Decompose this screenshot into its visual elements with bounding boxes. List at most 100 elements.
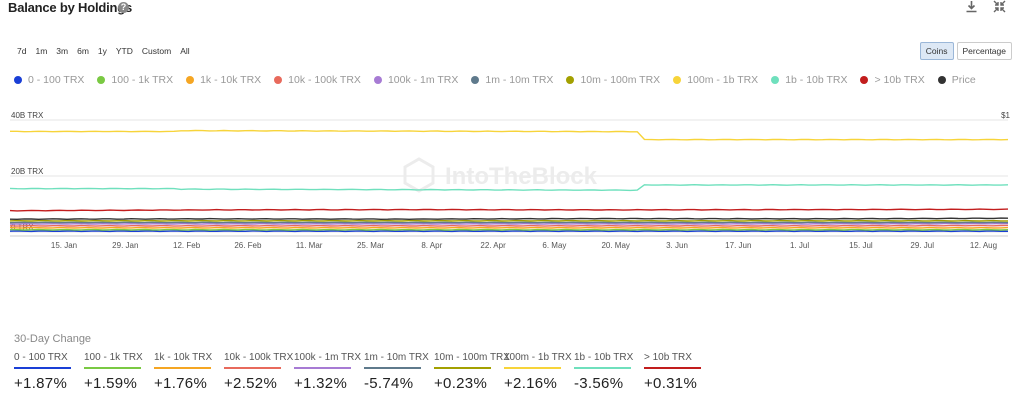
x-tick-label: 25. Mar	[357, 241, 384, 250]
legend-dot-icon	[566, 76, 575, 84]
change-color-bar	[14, 367, 71, 369]
legend-item[interactable]: 100 - 1k TRX	[97, 74, 173, 86]
change-label: 0 - 100 TRX	[14, 352, 68, 363]
series-line-3	[9, 224, 1009, 227]
legend: 0 - 100 TRX 100 - 1k TRX 1k - 10k TRX 10k -…	[14, 74, 989, 86]
watermark-logo-icon	[403, 157, 435, 193]
legend-item[interactable]: 1m - 10m TRX	[471, 74, 553, 86]
legend-item[interactable]: Price	[937, 74, 976, 86]
change-value: +0.23%	[434, 374, 488, 392]
change-item: 10k - 100k TRX +2.52%	[224, 352, 294, 392]
change-item: 1b - 10b TRX -3.56%	[574, 352, 634, 392]
change-item: 1m - 10m TRX -5.74%	[364, 352, 429, 392]
range-button-6m[interactable]: 6m	[74, 44, 92, 58]
change-label: 10m - 100m TRX	[434, 352, 510, 363]
change-label: 1m - 10m TRX	[364, 352, 429, 363]
change-color-bar	[434, 367, 491, 369]
change-value: +2.16%	[504, 374, 558, 392]
x-tick-label: 6. May	[542, 241, 566, 250]
legend-dot-icon	[97, 76, 106, 84]
watermark-text: IntoTheBlock	[445, 163, 598, 190]
legend-label: 0 - 100 TRX	[28, 74, 85, 86]
change-item: 0 - 100 TRX +1.87%	[14, 352, 71, 392]
range-button-1m[interactable]: 1m	[32, 44, 51, 58]
change-color-bar	[364, 367, 421, 369]
page-title: Balance by Holdings	[8, 0, 133, 15]
series-line-8	[9, 183, 1009, 192]
legend-item[interactable]: 0 - 100 TRX	[14, 74, 84, 86]
legend-dot-icon	[673, 76, 682, 84]
x-tick-label: 8. Apr	[421, 241, 442, 250]
series-line-10	[9, 217, 1009, 221]
series-line-4	[10, 222, 1009, 225]
mode-toggle: Coins Percentage	[919, 42, 1012, 60]
change-label: 1b - 10b TRX	[574, 352, 634, 363]
legend-dot-icon	[771, 76, 780, 84]
percentage-button[interactable]: Percentage	[956, 42, 1012, 60]
legend-item[interactable]: 1k - 10k TRX	[186, 74, 261, 86]
legend-dot-icon	[471, 76, 480, 84]
change-label: 100k - 1m TRX	[294, 352, 362, 363]
change-label: > 10b TRX	[644, 352, 692, 363]
x-tick-label: 3. Jun	[666, 241, 688, 250]
x-tick-label: 26. Feb	[234, 241, 262, 250]
legend-item[interactable]: 10k - 100k TRX	[274, 74, 361, 86]
change-color-bar	[224, 367, 281, 369]
change-item: > 10b TRX +0.31%	[644, 352, 701, 392]
range-button-1y[interactable]: 1y	[94, 44, 110, 58]
change-color-bar	[154, 367, 211, 369]
legend-item[interactable]: 10m - 100m TRX	[566, 74, 660, 86]
y-right-tick-label: $1	[1001, 111, 1010, 120]
change-item: 10m - 100m TRX +0.23%	[434, 352, 510, 392]
range-button-3m[interactable]: 3m	[53, 44, 72, 58]
legend-dot-icon	[860, 76, 869, 84]
legend-label: 1m - 10m TRX	[485, 74, 554, 86]
legend-item[interactable]: > 10b TRX	[860, 74, 925, 86]
range-button-all[interactable]: All	[177, 44, 193, 58]
range-button-ytd[interactable]: YTD	[112, 44, 136, 58]
series-line-7	[10, 129, 1009, 141]
fullscreen-icon[interactable]	[993, 0, 1006, 16]
x-tick-label: 29. Jul	[910, 241, 934, 250]
change-list: 0 - 100 TRX +1.87% 100 - 1k TRX +1.59% 1k - …	[14, 352, 701, 392]
change-label: 1k - 10k TRX	[154, 352, 213, 363]
change-label: 100 - 1k TRX	[84, 352, 143, 363]
legend-label: Price	[951, 74, 976, 86]
legend-item[interactable]: 100m - 1b TRX	[673, 74, 758, 86]
x-tick-label: 20. May	[601, 241, 629, 250]
legend-label: > 10b TRX	[874, 74, 925, 86]
legend-dot-icon	[186, 76, 195, 84]
legend-label: 1b - 10b TRX	[785, 74, 848, 86]
change-value: -5.74%	[364, 374, 414, 392]
x-tick-label: 11. Mar	[296, 241, 323, 250]
change-label: 100m - 1b TRX	[504, 352, 572, 363]
legend-dot-icon	[274, 76, 283, 84]
legend-item[interactable]: 1b - 10b TRX	[771, 74, 847, 86]
legend-label: 100k - 1m TRX	[387, 74, 459, 86]
legend-dot-icon	[937, 76, 946, 84]
change-item: 1k - 10k TRX +1.76%	[154, 352, 213, 392]
help-icon[interactable]: ?	[118, 2, 129, 13]
download-icon[interactable]	[965, 0, 978, 16]
legend-item[interactable]: 100k - 1m TRX	[373, 74, 459, 86]
change-color-bar	[644, 367, 701, 369]
change-label: 10k - 100k TRX	[224, 352, 294, 363]
x-tick-label: 15. Jan	[51, 241, 77, 250]
x-tick-label: 12. Aug	[970, 241, 997, 250]
legend-label: 1k - 10k TRX	[200, 74, 262, 86]
range-button-7d[interactable]: 7d	[14, 44, 30, 58]
legend-label: 100m - 1b TRX	[687, 74, 759, 86]
coins-button[interactable]: Coins	[919, 42, 954, 60]
series-line-0	[9, 230, 1008, 233]
change-value: +1.87%	[14, 374, 68, 392]
series-line-1	[9, 228, 1009, 231]
range-button-custom[interactable]: Custom	[138, 44, 175, 58]
series-line-9	[9, 208, 1009, 212]
change-value: +1.76%	[154, 374, 208, 392]
x-tick-label: 22. Apr	[480, 241, 506, 250]
change-item: 100m - 1b TRX +2.16%	[504, 352, 572, 392]
y-tick-label: 20B TRX	[11, 167, 44, 176]
change-item: 100 - 1k TRX +1.59%	[84, 352, 143, 392]
x-tick-label: 29. Jan	[112, 241, 138, 250]
